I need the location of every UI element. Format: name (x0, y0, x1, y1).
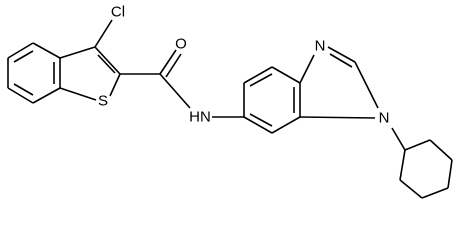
bond (59, 87, 97, 101)
bond (404, 139, 431, 151)
bond (243, 116, 273, 134)
bond (7, 87, 34, 104)
bond (109, 73, 121, 97)
bond (94, 46, 121, 75)
atom-label: S (98, 93, 108, 110)
bond (271, 66, 301, 84)
molecule-diagram: Cl O S HN N N (7, 4, 453, 199)
bond (97, 54, 116, 74)
bond (249, 73, 273, 87)
bond (243, 66, 273, 84)
bond (447, 159, 453, 189)
bond (32, 87, 61, 104)
bond (7, 42, 34, 59)
bond (271, 116, 301, 134)
bond (399, 179, 423, 199)
atom-label: N (379, 110, 390, 127)
bond (354, 61, 379, 109)
bond (165, 53, 182, 78)
bond (299, 116, 376, 119)
bond (249, 113, 273, 127)
bond (13, 50, 34, 63)
bond (299, 54, 315, 84)
bond (13, 83, 34, 96)
bond (59, 46, 96, 59)
bond (399, 149, 406, 181)
bond (421, 187, 449, 199)
bonds (7, 19, 453, 199)
bond (32, 42, 61, 59)
bond (159, 73, 191, 109)
bond (329, 53, 353, 68)
bond (391, 127, 406, 151)
bond (94, 19, 113, 48)
atom-label: O (175, 36, 187, 53)
bond (159, 49, 177, 75)
bond (327, 46, 356, 63)
atom-label: HN (189, 109, 211, 126)
atom-label: N (315, 38, 326, 55)
atom-label: Cl (111, 4, 125, 21)
bond (429, 139, 453, 161)
